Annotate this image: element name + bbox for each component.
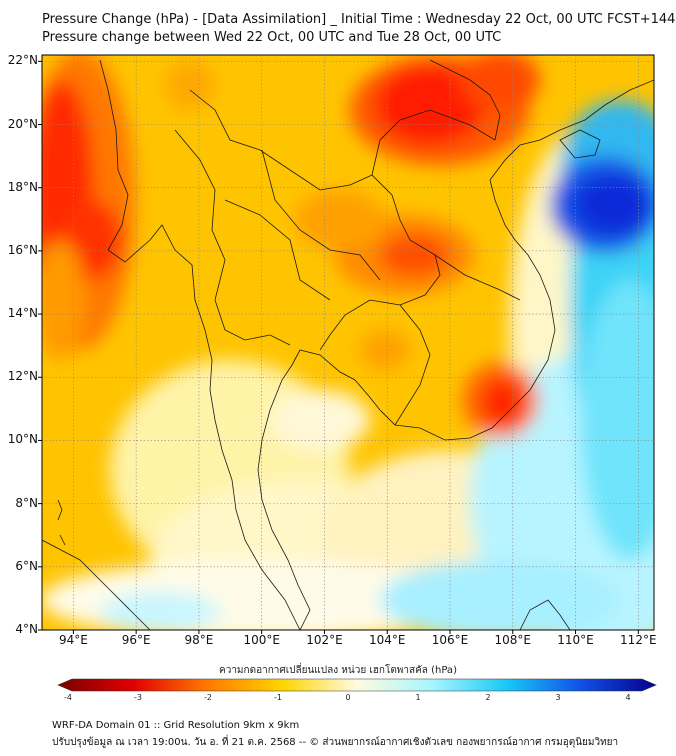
lat-label: 6°N bbox=[15, 558, 38, 573]
lat-label: 12°N bbox=[7, 369, 38, 384]
lon-label: 104°E bbox=[368, 633, 406, 647]
lon-label: 102°E bbox=[306, 633, 343, 647]
lat-label: 10°N bbox=[7, 432, 38, 447]
lat-label: 22°N bbox=[7, 53, 38, 68]
colorbar-tick-label: 2 bbox=[485, 693, 491, 702]
lat-label: 18°N bbox=[7, 179, 38, 194]
colorbar-gradient bbox=[57, 678, 657, 692]
lon-label: 110°E bbox=[557, 633, 594, 647]
lon-label: 98°E bbox=[184, 633, 214, 647]
colorbar bbox=[57, 678, 657, 692]
colorbar-tick-label: -4 bbox=[64, 693, 72, 702]
colorbar-tick-label: -3 bbox=[134, 693, 142, 702]
colorbar-tick-label: 4 bbox=[625, 693, 631, 702]
lat-label: 16°N bbox=[7, 242, 38, 257]
map-frame bbox=[41, 54, 655, 631]
pressure-field bbox=[42, 55, 654, 630]
lon-label: 100°E bbox=[243, 633, 280, 647]
coastlines bbox=[42, 59, 654, 630]
colorbar-tick-label: 1 bbox=[415, 693, 421, 702]
lon-label: 108°E bbox=[494, 633, 532, 647]
footer-domain-info: WRF-DA Domain 01 :: Grid Resolution 9km … bbox=[52, 720, 300, 731]
lat-label: 14°N bbox=[7, 306, 38, 321]
lon-label: 106°E bbox=[431, 633, 469, 647]
lat-label: 20°N bbox=[7, 116, 38, 131]
axis-ticks bbox=[38, 60, 639, 634]
colorbar-tick-label: 0 bbox=[345, 693, 351, 702]
lat-label: 4°N bbox=[15, 622, 38, 636]
lon-label: 96°E bbox=[121, 633, 151, 647]
colorbar-tick-label: -1 bbox=[274, 693, 282, 702]
map-title: Pressure Change (hPa) - [Data Assimilati… bbox=[42, 12, 676, 27]
colorbar-tick-label: -2 bbox=[204, 693, 212, 702]
colorbar-tick-label: 3 bbox=[555, 693, 561, 702]
colorbar-title: ความกดอากาศเปลี่ยนแปลง หน่วย เฮกโตพาสคัล… bbox=[219, 665, 457, 676]
lon-label: 94°E bbox=[58, 633, 88, 647]
lon-label: 112°E bbox=[620, 633, 657, 647]
map-subtitle: Pressure change between Wed 22 Oct, 00 U… bbox=[42, 30, 502, 45]
lat-label: 8°N bbox=[15, 495, 38, 510]
footer-update-info: ปรับปรุงข้อมูล ณ เวลา 19:00น. วัน อ. ที่… bbox=[52, 737, 619, 748]
